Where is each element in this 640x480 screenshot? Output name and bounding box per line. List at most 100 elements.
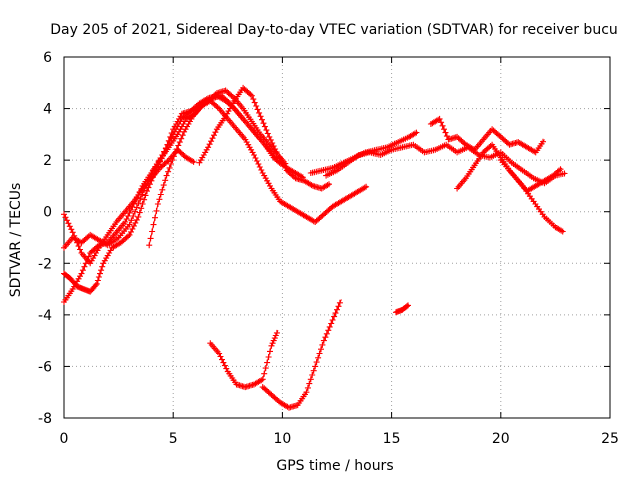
data-point xyxy=(128,217,135,224)
data-point xyxy=(310,367,317,374)
data-point xyxy=(280,162,287,169)
data-point xyxy=(261,123,268,130)
data-point xyxy=(253,158,260,164)
data-point xyxy=(303,389,310,396)
x-tick-labels: 0 5 10 15 20 25 xyxy=(60,431,619,447)
data-point xyxy=(94,247,101,254)
data-point xyxy=(272,332,279,339)
data-point xyxy=(271,394,278,401)
data-point xyxy=(91,252,98,259)
data-point xyxy=(217,353,224,360)
data-point xyxy=(69,229,76,236)
data-point xyxy=(273,149,280,155)
data-point xyxy=(177,113,184,120)
y-tick-label: -6 xyxy=(38,359,52,375)
data-point xyxy=(161,161,168,167)
data-point xyxy=(170,153,177,160)
data-point xyxy=(268,391,275,398)
data-point xyxy=(551,171,558,178)
data-point xyxy=(269,340,276,347)
data-point xyxy=(264,130,271,137)
data-point xyxy=(323,330,330,337)
data-point xyxy=(540,138,546,145)
data-point xyxy=(315,354,322,361)
y-tick-label: 4 xyxy=(43,102,52,118)
data-point xyxy=(325,327,332,334)
data-point xyxy=(315,216,322,223)
data-point xyxy=(130,213,137,219)
data-point xyxy=(159,186,166,193)
x-tick-label: 0 xyxy=(60,431,69,447)
data-point xyxy=(172,149,179,156)
data-point xyxy=(126,210,133,216)
data-point xyxy=(153,207,160,214)
data-point xyxy=(489,126,496,133)
series-arc-c xyxy=(61,92,284,305)
data-point xyxy=(261,370,268,377)
tick-marks xyxy=(63,56,611,419)
data-point xyxy=(176,139,183,146)
data-point xyxy=(213,103,220,109)
data-point xyxy=(307,376,314,383)
data-point xyxy=(156,196,163,203)
data-point xyxy=(267,136,274,143)
data-point xyxy=(270,143,277,149)
x-tick-label: 10 xyxy=(273,431,291,447)
data-point xyxy=(439,122,446,129)
data-point xyxy=(91,246,98,253)
data-point xyxy=(190,158,197,165)
data-point xyxy=(165,168,172,175)
data-point xyxy=(157,191,164,198)
data-point xyxy=(158,163,165,170)
data-point xyxy=(254,106,261,113)
data-point xyxy=(171,123,178,130)
data-point xyxy=(78,270,85,277)
data-point xyxy=(178,135,185,142)
y-tick-label: 2 xyxy=(43,153,52,169)
data-point xyxy=(265,389,272,396)
data-point xyxy=(336,299,343,306)
data-point xyxy=(259,116,265,123)
data-point xyxy=(244,88,251,95)
data-point xyxy=(249,149,256,156)
data-point xyxy=(135,213,142,220)
data-point xyxy=(175,142,182,149)
data-point xyxy=(557,166,564,173)
data-point xyxy=(257,113,264,120)
data-point xyxy=(481,148,488,155)
data-point xyxy=(403,303,410,310)
data-point xyxy=(251,99,258,106)
data-point xyxy=(245,141,252,148)
data-point xyxy=(325,207,332,214)
data-point xyxy=(94,277,101,284)
data-point xyxy=(150,221,157,228)
data-point xyxy=(122,235,129,242)
data-point xyxy=(72,236,79,243)
data-point xyxy=(442,129,449,136)
data-point xyxy=(329,317,336,323)
data-point xyxy=(227,91,233,98)
data-point xyxy=(128,228,134,235)
data-point xyxy=(304,384,311,391)
data-point xyxy=(71,232,78,239)
data-point xyxy=(138,205,145,212)
data-point xyxy=(318,346,324,353)
data-point xyxy=(137,195,144,202)
data-point xyxy=(149,228,156,235)
data-point xyxy=(167,133,174,140)
x-axis-label: GPS time / hours xyxy=(276,458,393,474)
data-point xyxy=(559,228,566,235)
series-arc-d xyxy=(61,146,197,267)
data-point xyxy=(206,141,213,148)
data-point xyxy=(319,341,326,348)
data-point xyxy=(99,263,106,270)
data-point xyxy=(209,135,216,142)
data-point xyxy=(265,180,272,187)
data-point xyxy=(436,115,443,122)
data-point xyxy=(139,201,146,207)
series-arc-m xyxy=(259,299,343,411)
data-point xyxy=(318,213,324,220)
data-point xyxy=(309,372,316,378)
data-point xyxy=(322,210,329,216)
